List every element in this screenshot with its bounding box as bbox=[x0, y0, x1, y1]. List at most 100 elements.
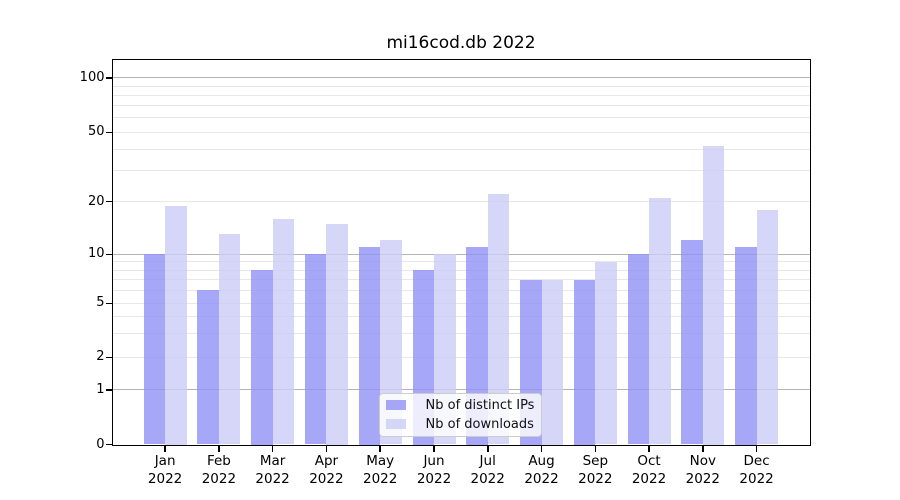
legend-swatch-distinct-ips bbox=[385, 399, 406, 411]
x-axis-tick bbox=[594, 446, 596, 452]
x-axis-tick-label: Oct 2022 bbox=[609, 452, 689, 489]
legend-label-distinct-ips: Nb of distinct IPs bbox=[425, 397, 535, 413]
y-axis-tick-label: 5 bbox=[96, 295, 105, 311]
x-axis-tick-label-line: 2022 bbox=[147, 471, 183, 487]
x-axis-tick-label-line: Mar bbox=[259, 452, 286, 469]
x-axis-tick-label-line: Feb bbox=[206, 452, 231, 469]
bar-nb-of-downloads-feb-2022 bbox=[218, 234, 241, 445]
y-axis-tick bbox=[105, 356, 113, 359]
x-axis-tick bbox=[271, 446, 274, 452]
x-axis-tick-label: Aug 2022 bbox=[502, 452, 582, 489]
y-axis-tick bbox=[105, 131, 113, 133]
gridline-major bbox=[112, 389, 810, 391]
x-axis-tick bbox=[487, 446, 489, 452]
x-axis-tick-label: Jun 2022 bbox=[394, 452, 474, 489]
gridline-minor bbox=[112, 356, 810, 358]
bar-nb-of-distinct-ips-dec-2022 bbox=[735, 247, 757, 445]
gridline-major bbox=[112, 253, 810, 255]
y-axis-tick-label: 1 bbox=[96, 381, 105, 397]
x-axis-tick-label-line: Oct bbox=[637, 452, 661, 469]
x-axis-tick bbox=[702, 446, 704, 452]
gridline-minor bbox=[112, 117, 810, 119]
x-axis-tick-label-line: Nov bbox=[689, 452, 716, 469]
legend-item-downloads: Nb of downloads bbox=[385, 416, 534, 432]
gridline-minor bbox=[112, 201, 810, 203]
x-axis-tick-label-line: 2022 bbox=[739, 471, 774, 487]
x-axis-tick-label-line: 2022 bbox=[363, 471, 398, 487]
gridline-minor bbox=[112, 316, 810, 317]
gridline-minor bbox=[112, 85, 810, 87]
bar-nb-of-downloads-aug-2022 bbox=[541, 279, 563, 445]
bar-nb-of-downloads-sep-2022 bbox=[595, 261, 617, 445]
y-axis-tick-label: 50 bbox=[87, 124, 105, 140]
gridline-minor bbox=[112, 170, 810, 172]
legend: Nb of distinct IPs Nb of downloads bbox=[378, 392, 542, 437]
bar-nb-of-distinct-ips-feb-2022 bbox=[197, 290, 219, 445]
gridline-minor bbox=[112, 131, 810, 133]
gridline-minor bbox=[112, 333, 810, 334]
x-axis-tick-label: Jul 2022 bbox=[448, 452, 528, 489]
y-axis-tick-label: 0 bbox=[96, 436, 105, 452]
x-axis-tick-label-line: May bbox=[366, 452, 395, 469]
gridline-minor bbox=[112, 261, 810, 263]
x-axis-tick-label-line: Sep bbox=[582, 452, 609, 469]
bar-nb-of-distinct-ips-nov-2022 bbox=[681, 240, 703, 445]
gridline-minor bbox=[112, 94, 810, 96]
x-axis-tick bbox=[164, 446, 166, 452]
gridline-minor bbox=[112, 105, 810, 107]
x-axis-tick-label-line: 2022 bbox=[470, 471, 505, 487]
x-axis-tick-label-line: Jul bbox=[479, 452, 496, 469]
bar-nb-of-distinct-ips-jan-2022 bbox=[143, 254, 166, 445]
x-axis-tick-label: May 2022 bbox=[340, 452, 420, 489]
x-axis-tick-label: Mar 2022 bbox=[233, 452, 313, 489]
bar-nb-of-downloads-jan-2022 bbox=[165, 205, 187, 445]
x-axis-tick-label-line: 2022 bbox=[255, 471, 290, 487]
x-axis-tick-label: Nov 2022 bbox=[663, 452, 743, 489]
y-axis-tick bbox=[105, 200, 113, 203]
x-axis-tick-label-line: 2022 bbox=[309, 471, 344, 487]
gridline-minor bbox=[112, 289, 810, 291]
bar-nb-of-downloads-nov-2022 bbox=[702, 145, 725, 445]
x-axis-tick-label: Dec 2022 bbox=[717, 452, 797, 489]
y-axis-tick bbox=[105, 302, 113, 305]
gridline-minor bbox=[112, 279, 810, 280]
x-axis-tick-label: Sep 2022 bbox=[555, 452, 635, 489]
x-axis-tick-label-line: Jan bbox=[154, 452, 176, 469]
legend-swatch-downloads bbox=[385, 418, 406, 430]
x-axis-tick-label-line: 2022 bbox=[524, 471, 559, 487]
x-axis-tick bbox=[218, 446, 220, 452]
x-axis-tick bbox=[540, 446, 543, 452]
bar-nb-of-distinct-ips-mar-2022 bbox=[251, 270, 273, 445]
bar-nb-of-distinct-ips-oct-2022 bbox=[627, 254, 649, 445]
y-axis-tick-label: 2 bbox=[96, 349, 105, 365]
y-axis-tick bbox=[105, 77, 113, 79]
plot-area: Nb of distinct IPs Nb of downloads 0 1 2 5 1… bbox=[80, 58, 811, 487]
gridline-minor bbox=[112, 269, 810, 271]
x-axis-tick-label-line: 2022 bbox=[685, 471, 720, 487]
x-axis-tick-label-line: 2022 bbox=[201, 471, 237, 487]
x-axis-tick-label-line: Dec bbox=[743, 452, 770, 469]
y-axis-tick bbox=[105, 443, 113, 446]
x-axis-tick-label: Feb 2022 bbox=[179, 452, 259, 489]
x-axis-tick bbox=[648, 446, 650, 452]
gridline-minor bbox=[112, 302, 810, 304]
x-axis-tick-label-line: Apr bbox=[314, 452, 339, 469]
x-axis-tick-label: Jan 2022 bbox=[125, 452, 205, 489]
bar-nb-of-downloads-oct-2022 bbox=[649, 197, 671, 445]
legend-label-downloads: Nb of downloads bbox=[425, 416, 534, 432]
x-axis-tick bbox=[755, 446, 758, 452]
gridline-major bbox=[112, 77, 810, 79]
y-axis-tick-label: 20 bbox=[87, 193, 105, 209]
bar-nb-of-downloads-mar-2022 bbox=[272, 218, 295, 445]
bar-nb-of-downloads-dec-2022 bbox=[756, 209, 779, 445]
y-axis-tick bbox=[105, 253, 113, 255]
chart-title: mi16cod.db 2022 bbox=[386, 33, 536, 53]
x-axis-tick-label: Apr 2022 bbox=[286, 452, 366, 489]
x-axis-tick-label-line: 2022 bbox=[631, 471, 667, 487]
bar-nb-of-downloads-apr-2022 bbox=[326, 223, 348, 445]
x-axis-tick bbox=[325, 446, 328, 452]
gridline-minor bbox=[112, 148, 810, 150]
bar-nb-of-distinct-ips-may-2022 bbox=[358, 247, 381, 445]
x-axis-tick-label-line: Aug bbox=[528, 452, 555, 469]
